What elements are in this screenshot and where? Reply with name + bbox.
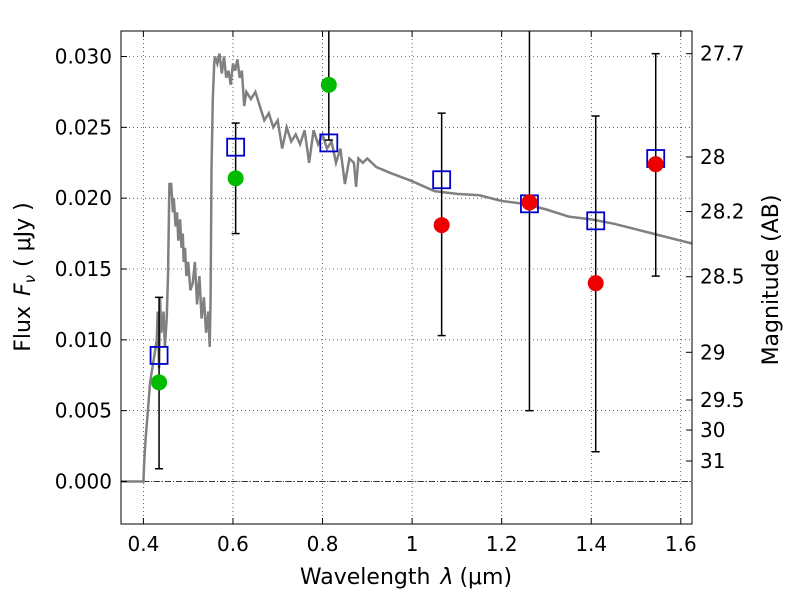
y-tick-label: 0.030 xyxy=(55,45,112,69)
y-axis-ticks: 0.000 0.005 0.010 0.015 0.020 0.025 0.030 xyxy=(55,45,127,494)
magnitude-axis-label: Magnitude (AB) xyxy=(759,195,784,366)
observed-flux-point xyxy=(320,76,337,93)
model-flux-marker xyxy=(319,133,339,153)
magnitude-tick-label: 28.2 xyxy=(700,200,745,224)
plot-frame xyxy=(120,30,693,525)
x-tick-label: 0.8 xyxy=(307,532,339,556)
model-flux-marker xyxy=(149,346,169,365)
x-tick-label: 1.4 xyxy=(575,532,607,556)
y-axis-label: FluxFν( μJy ) xyxy=(11,202,39,351)
observed-flux-point xyxy=(151,374,168,391)
grid-lines xyxy=(121,31,692,524)
magnitude-tick-label: 31 xyxy=(700,449,725,473)
magnitude-axis-ticks: 27.7 28 28.2 28.5 29 29.5 30 31 xyxy=(686,42,745,473)
model-flux-marker xyxy=(226,137,246,157)
y-tick-label: 0.025 xyxy=(55,115,112,139)
magnitude-tick-label: 29 xyxy=(700,340,725,364)
x-axis-ticks: 0.4 0.6 0.8 1 1.2 1.4 1.6 xyxy=(127,31,697,556)
magnitude-tick-label: 28.5 xyxy=(700,265,745,289)
x-axis-label: Wavelength λ (μm) xyxy=(300,565,512,590)
observed-flux-point xyxy=(227,170,244,187)
x-tick-label: 0.6 xyxy=(217,532,249,556)
x-tick-label: 1.2 xyxy=(486,532,518,556)
magnitude-tick-label: 29.5 xyxy=(700,388,745,412)
x-tick-label: 1 xyxy=(406,532,419,556)
model-sed-curve xyxy=(121,53,693,483)
y-tick-label: 0.020 xyxy=(55,186,112,210)
x-tick-label: 0.4 xyxy=(127,532,159,556)
observed-flux-point xyxy=(521,194,538,211)
magnitude-tick-label: 28 xyxy=(700,145,725,169)
observed-flux-point xyxy=(587,275,604,292)
observed-flux-point xyxy=(433,217,450,234)
observed-flux-point xyxy=(647,156,664,173)
observed-photometry-markers xyxy=(151,76,664,391)
magnitude-tick-label: 30 xyxy=(700,418,725,442)
error-bars xyxy=(155,31,660,470)
y-tick-label: 0.000 xyxy=(55,470,112,494)
y-tick-label: 0.015 xyxy=(55,257,112,281)
model-photometry-markers xyxy=(149,133,666,365)
model-flux-marker xyxy=(586,211,606,231)
model-flux-marker xyxy=(432,170,452,190)
y-tick-label: 0.010 xyxy=(55,328,112,352)
x-tick-label: 1.6 xyxy=(665,532,697,556)
y-tick-label: 0.005 xyxy=(55,399,112,423)
magnitude-tick-label: 27.7 xyxy=(700,42,745,66)
